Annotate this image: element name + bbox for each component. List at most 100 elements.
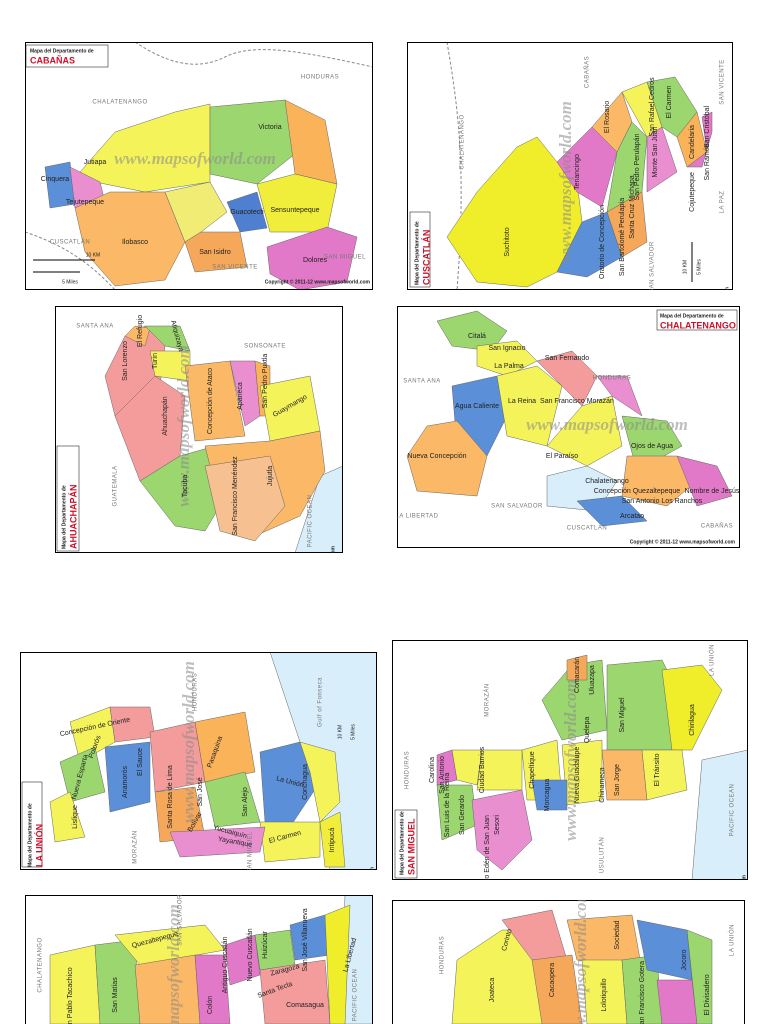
region-label: HONDURAS — [193, 673, 199, 711]
map-title: CABAÑAS — [30, 55, 75, 65]
region-label: SAN SALVADOR — [178, 895, 184, 946]
municipality-label: Tacuba — [182, 475, 189, 498]
municipality-label: Cinquera — [41, 176, 70, 183]
map-chalatenango: www.mapsofworld.com HONDURAS SANTA ANA LA L… — [397, 306, 740, 548]
map-cabanas: www.mapsofworld.com HONDURAS CHALATENANGO C… — [25, 42, 373, 290]
watermark: www.mapsofworld.com — [526, 415, 688, 434]
region-label: Gulf of Fonseca — [318, 677, 324, 727]
municipality-label: El Carmen — [666, 85, 673, 118]
municipality-label: Candelaria — [689, 125, 696, 159]
municipality-label: Lislique — [72, 805, 79, 829]
region-label: CHALATENANGO — [38, 937, 44, 992]
municipality-label: San Isidro — [199, 249, 231, 256]
municipality-label: Quelepa — [584, 717, 591, 744]
map-title-prefix: Mapa del Departamento de — [61, 485, 67, 549]
municipality-label: Citalá — [468, 333, 486, 340]
region-label: HONDURAS — [405, 751, 411, 789]
scale-label: 5 Miles — [696, 259, 702, 275]
region-label: SAN VICENTE — [212, 265, 258, 271]
municipality-label: Nueva Guadalupe — [574, 747, 581, 804]
scale-label: 10 KM — [337, 725, 343, 739]
region-label: MORAZÁN — [132, 830, 139, 864]
region-label: LA UNIÓN — [729, 924, 736, 956]
municipality-label: Nueva Concepción — [407, 453, 466, 460]
municipality-label: Santa Rosa de Lima — [167, 765, 174, 829]
map-ahuachapan: www.mapsofworld.com GUATEMALA SANTA ANA SON… — [55, 306, 343, 553]
watermark: www.mapsofworld.com — [556, 101, 575, 263]
municipality-label: San Francisco Gotera — [639, 961, 646, 1024]
municipality-label: Sensuntepeque — [270, 207, 319, 214]
map-title: LA UNIÓN — [33, 824, 44, 867]
municipality-label: Ciudad Barrios — [479, 746, 486, 793]
map-title: CUSCATLÁN — [421, 230, 431, 285]
copyright: Copyright © 2011-12 www.mapsofworld.com — [630, 538, 736, 545]
municipality-label: Ojos de Agua — [631, 443, 673, 450]
municipality-label: Antiguo Cuscatlán — [222, 936, 229, 993]
municipality-label: Conchagua — [302, 764, 309, 800]
scale-label: 10 KM — [86, 252, 100, 258]
region-label: CABAÑAS — [584, 56, 591, 88]
municipality-label: Intipucá — [329, 828, 336, 853]
municipality-label: San Cristóbal — [704, 106, 711, 148]
municipality-label: Cacaopera — [549, 963, 556, 997]
map-san-miguel: www.mapsofworld.com HONDURAS MORAZÁN LA UNI… — [392, 640, 748, 880]
municipality-label: Nuevo Cuscatlán — [247, 928, 254, 981]
municipality-label: Chapeltique — [529, 751, 536, 788]
municipality-label: Huizúcar — [262, 931, 269, 959]
municipality-label: Santa Cruz Michapa — [629, 175, 636, 239]
watermark: www.mapsofworld.com — [561, 679, 580, 841]
municipality-label: San José — [197, 777, 204, 806]
region-label: LA LIBERTAD — [397, 514, 439, 520]
map-cuscatlan: www.mapsofworld.com CHALATENANGO CABAÑAS SA… — [407, 42, 733, 290]
municipality-label: Uluazapa — [589, 665, 596, 695]
map-title-prefix: Mapa del Departamento de — [27, 803, 33, 867]
region-label: LA UNIÓN — [709, 644, 716, 676]
municipality-label: Agua Caliente — [455, 403, 499, 410]
municipality-label: Comacarán — [574, 657, 581, 693]
watermark: www.mapsofworld.com — [174, 345, 193, 507]
municipality-label: Sesori — [494, 815, 501, 835]
map-title-prefix: Mapa del Departamento de — [660, 313, 724, 319]
municipality-label: La Palma — [494, 363, 524, 370]
municipality-label: Ilobasco — [122, 239, 148, 246]
municipality-label: Nombre de Jesús — [685, 488, 740, 495]
municipality-label: El Rosario — [604, 101, 611, 133]
copyright: Copyright © 2011-12 www.mapsofworld.com — [265, 278, 371, 285]
municipality-label: San Pablo Tacachico — [67, 967, 74, 1024]
scale-label: 5 Miles — [62, 279, 78, 285]
municipality-label: San Rafael Cedros — [649, 77, 656, 137]
municipality-label: Apaneca — [237, 382, 244, 410]
municipality-label: Colón — [207, 996, 214, 1014]
municipality-label: Tenancingo — [574, 154, 581, 190]
municipality-label: San José Villanueva — [302, 908, 309, 971]
region-label: PACIFIC OCEAN — [353, 969, 359, 1022]
municipality-label: Oratorio de Concepción — [599, 205, 606, 279]
municipality-label: Jocoro — [681, 949, 688, 970]
region-label: MORAZÁN — [484, 683, 491, 717]
region-label: SAN SALVADOR — [491, 504, 543, 510]
watermark: www.mapsofworld.com — [164, 904, 183, 1024]
municipality-label: San Francisco Menéndez — [232, 456, 239, 536]
municipality-label: San Antonio — [439, 756, 446, 794]
municipality-label: El Sauce — [137, 748, 144, 776]
municipality-label: San Lorenzo — [122, 341, 129, 381]
region-label: CHALATENANGO — [460, 114, 466, 169]
region-label: SAN VICENTE — [720, 59, 726, 105]
region-label: HONDURAS — [593, 376, 631, 382]
municipality-label: El Divisadero — [704, 974, 711, 1015]
region-label: SONSONATE — [244, 344, 286, 350]
region-label: SAN SALVADOR — [650, 241, 656, 290]
region-label: CABAÑAS — [701, 523, 733, 530]
municipality-label: San Pedro Puxtla — [262, 354, 269, 409]
region-label: GUATEMALA — [113, 465, 119, 506]
municipality-label: Jutiapa — [84, 159, 107, 166]
region-label: SAN MIGUEL — [324, 255, 366, 261]
municipality-label: Concepción Quezaltepeque — [594, 488, 681, 495]
map-title-prefix: Mapa del Departamento de — [414, 221, 420, 285]
region-label: USULUTÁN — [599, 837, 606, 873]
municipality-label: Suchitoto — [504, 227, 511, 256]
municipality-label: Lolotiquillo — [601, 978, 608, 1011]
